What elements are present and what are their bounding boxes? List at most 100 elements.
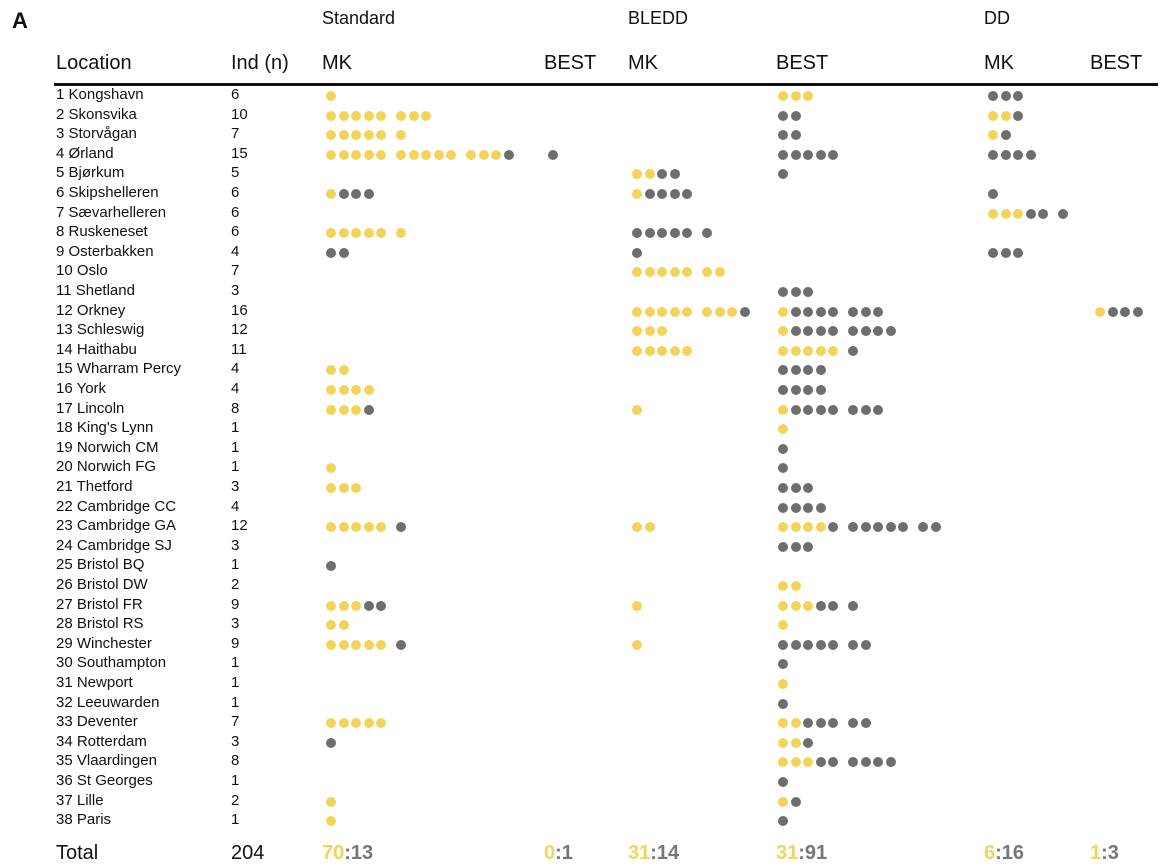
grey-dot xyxy=(1013,91,1024,101)
location-label: 4 Ørland xyxy=(56,144,114,162)
grey-dot xyxy=(790,483,801,493)
grey-dot xyxy=(644,228,655,239)
location-label: 11 Shetland xyxy=(56,282,135,299)
grey-dot xyxy=(778,110,788,121)
individual-count: 1 xyxy=(231,458,240,476)
total-standard-best: 0:1 xyxy=(544,842,573,865)
yellow-dot xyxy=(351,228,362,239)
yellow-dot xyxy=(326,189,336,199)
grey-dot xyxy=(815,639,826,650)
grey-dot xyxy=(860,639,871,650)
location-label: 24 Cambridge SJ xyxy=(56,536,172,554)
grey-dot xyxy=(988,247,998,258)
grey-dot xyxy=(790,149,801,160)
grey-dot xyxy=(790,385,801,395)
location-label: 27 Bristol FR xyxy=(56,595,143,613)
individual-count: 7 xyxy=(231,125,240,143)
grey-dot xyxy=(848,522,858,533)
grey-dot xyxy=(632,247,642,258)
yellow-dot xyxy=(351,130,362,141)
grey-dot xyxy=(790,326,801,337)
yellow-dot xyxy=(669,267,680,278)
yellow-dot xyxy=(682,345,693,356)
grey-dot xyxy=(885,757,896,768)
yellow-dot xyxy=(326,718,336,729)
yellow-dot xyxy=(778,757,788,768)
individual-count: 6 xyxy=(231,203,240,221)
yellow-dot xyxy=(790,345,801,356)
individual-count: 9 xyxy=(231,634,240,652)
grey-dot xyxy=(778,463,788,474)
yellow-dot xyxy=(815,345,826,356)
grey-dot xyxy=(778,777,788,787)
total-grey-count: 91 xyxy=(804,842,828,864)
grey-dot xyxy=(873,757,884,768)
yellow-dot xyxy=(338,483,349,493)
yellow-dot xyxy=(727,306,738,317)
individual-count: 12 xyxy=(231,517,248,535)
yellow-dot xyxy=(338,718,349,729)
grey-dot xyxy=(396,522,406,533)
location-label: 19 Norwich CM xyxy=(56,438,159,456)
yellow-dot xyxy=(351,639,362,650)
grey-dot xyxy=(790,130,801,141)
grey-dot xyxy=(1038,208,1049,219)
location-label: 35 Vlaardingen xyxy=(56,752,157,770)
yellow-dot xyxy=(338,639,349,650)
grey-dot xyxy=(326,247,336,258)
yellow-dot xyxy=(790,600,801,611)
yellow-dot xyxy=(803,345,814,356)
yellow-dot xyxy=(714,267,725,278)
location-label: 25 Bristol BQ xyxy=(56,556,145,574)
yellow-dot xyxy=(338,522,349,533)
individual-count: 4 xyxy=(231,242,240,260)
yellow-dot xyxy=(714,306,725,317)
location-label: 16 York xyxy=(56,380,107,397)
yellow-dot xyxy=(632,404,642,415)
yellow-dot xyxy=(338,620,349,631)
grey-dot xyxy=(790,306,801,317)
location-label: 5 Bjørkum xyxy=(56,164,125,182)
grey-dot xyxy=(778,541,788,552)
header-location: Location xyxy=(56,52,132,74)
grey-dot xyxy=(885,326,896,337)
grey-dot xyxy=(873,326,884,337)
grey-dot xyxy=(1013,247,1024,258)
individual-count: 1 xyxy=(231,654,240,672)
grey-dot xyxy=(885,522,896,533)
yellow-dot xyxy=(326,796,336,807)
grey-dot xyxy=(898,522,909,533)
location-label: 2 Skonsvika xyxy=(56,105,137,123)
yellow-dot xyxy=(682,267,693,278)
group-bledd: BLEDD xyxy=(628,8,689,28)
grey-dot xyxy=(363,189,374,199)
grey-dot xyxy=(644,189,655,199)
grey-dot xyxy=(632,228,642,239)
yellow-dot xyxy=(363,718,374,729)
grey-dot xyxy=(326,561,336,572)
grey-dot xyxy=(1107,306,1118,317)
individual-count: 10 xyxy=(231,105,248,123)
total-yellow-count: 0 xyxy=(544,842,556,864)
location-label: 22 Cambridge CC xyxy=(56,497,177,515)
grey-dot xyxy=(815,365,826,376)
grey-dot xyxy=(778,639,788,650)
yellow-dot xyxy=(376,130,387,141)
total-yellow-count: 70 xyxy=(322,842,345,864)
location-label: 38 Paris xyxy=(56,811,112,829)
yellow-dot xyxy=(363,385,374,395)
grey-dot xyxy=(376,600,387,611)
yellow-dot xyxy=(803,600,814,611)
grey-dot xyxy=(396,639,406,650)
grey-dot xyxy=(351,189,362,199)
individual-count: 3 xyxy=(231,536,240,554)
header-standard-best: BEST xyxy=(544,52,597,74)
yellow-dot xyxy=(778,306,788,317)
total-yellow-count: 6 xyxy=(984,842,996,864)
yellow-dot xyxy=(363,522,374,533)
yellow-dot xyxy=(396,130,406,141)
yellow-dot xyxy=(351,404,362,415)
panel-label: A xyxy=(12,8,28,33)
individual-count: 2 xyxy=(231,576,240,593)
yellow-dot xyxy=(421,149,432,160)
